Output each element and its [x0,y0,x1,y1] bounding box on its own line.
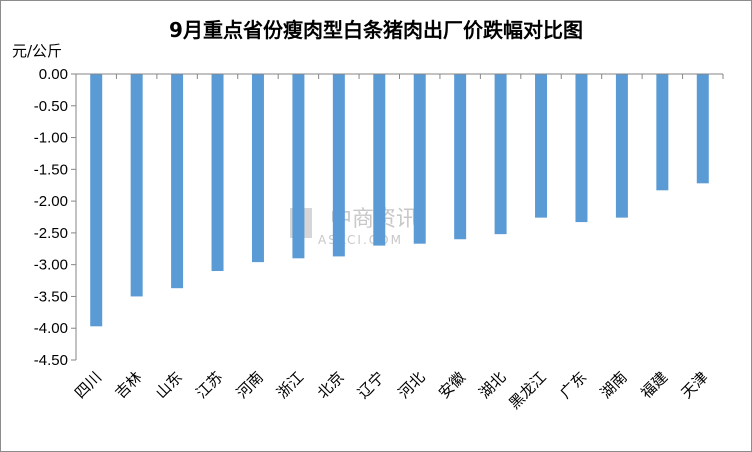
y-tick-label: -4.50 [34,352,68,369]
axes [71,73,724,361]
bar-3 [211,74,224,272]
category-label: 四川 [71,368,105,402]
category-label: 山东 [152,368,186,402]
bar-12 [575,74,588,223]
bar-4 [251,74,264,263]
bar-8 [413,74,426,244]
category-label: 黑龙江 [505,368,550,413]
y-tick-labels: 0.00 -0.50 -1.00 -1.50 -2.00 -2.50 -3.00 -3.50 -… [34,66,68,369]
category-label: 江苏 [192,368,226,402]
y-tick-label: -4.00 [34,320,68,337]
y-axis-unit-label: 元/公斤 [12,42,63,60]
watermark-sub-text: ASKCI.COM [318,233,403,247]
y-tick-label: -2.50 [34,225,68,242]
y-tick-label: -0.50 [34,98,68,115]
bar-10 [494,74,507,235]
bars [90,74,709,327]
y-tick-label: -3.00 [34,257,68,274]
bar-14 [656,74,669,191]
bar-5 [292,74,305,259]
bar-1 [130,74,143,297]
category-label: 河南 [233,368,267,402]
category-label: 吉林 [112,368,146,402]
y-tick-label: -1.50 [34,161,68,178]
chart-title: 9月重点省份瘦肉型白条猪肉出厂价跌幅对比图 [169,18,583,42]
category-label: 浙江 [273,368,307,402]
bar-15 [696,74,709,184]
watermark: 中商资讯ASKCI.COM [290,207,418,247]
y-tick-label: 0.00 [39,66,68,83]
bar-13 [615,74,628,218]
y-tick-label: -1.00 [34,130,68,147]
y-tick-label: -2.00 [34,193,68,210]
bar-6 [332,74,345,257]
category-label: 安徽 [435,368,469,402]
bar-7 [373,74,386,246]
category-label: 北京 [314,368,348,402]
bar-0 [90,74,103,327]
category-label: 天津 [678,368,712,402]
bar-2 [171,74,184,289]
bar-11 [535,74,548,218]
category-label: 辽宁 [354,368,388,402]
y-tick-label: -3.50 [34,288,68,305]
bar-9 [454,74,467,240]
category-label: 湖北 [475,368,509,402]
category-label: 河北 [395,368,429,402]
category-label: 福建 [637,368,671,402]
category-label: 湖南 [597,368,631,402]
category-label: 广东 [556,368,590,402]
